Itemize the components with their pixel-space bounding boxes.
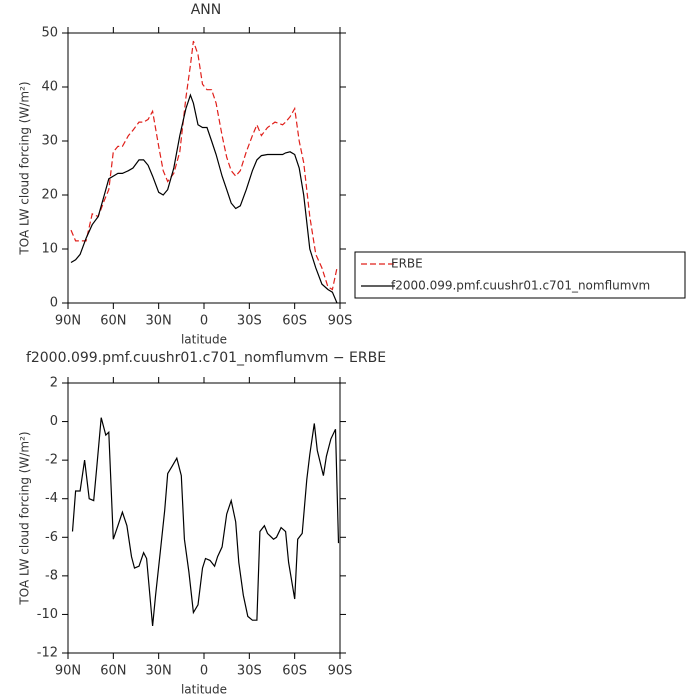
y-tick-label: -8 (45, 568, 58, 583)
x-tick-label: 30N (146, 314, 172, 329)
y-tick-label: -2 (45, 453, 58, 468)
y-tick-label: -12 (37, 646, 58, 661)
x-tick-label: 60S (282, 664, 307, 679)
panel: ANN latitude TOA LW cloud forcing (W/m²) 0 1… (18, 2, 686, 347)
y-tick-label: 20 (41, 188, 58, 203)
x-tick-label: 60N (100, 664, 126, 679)
y-tick-label: 2 (50, 376, 58, 391)
legend-label: ERBE (391, 257, 423, 271)
x-tick-label: 90S (328, 314, 353, 329)
y-tick-label: 40 (41, 80, 58, 95)
y-tick-label: 10 (41, 242, 58, 257)
panel: f2000.099.pmf.cuushr01.c701_nomflumvm − … (18, 350, 387, 697)
y-tick-label: 50 (41, 26, 58, 41)
y-axis-label: TOA LW cloud forcing (W/m²) (18, 431, 32, 605)
y-tick-label: 30 (41, 134, 58, 149)
x-tick-label: 30S (237, 664, 262, 679)
x-tick-label: 30S (237, 314, 262, 329)
chart-title: f2000.099.pmf.cuushr01.c701_nomflumvm − … (26, 350, 386, 366)
x-tick-label: 0 (200, 314, 208, 329)
x-tick-label: 30N (146, 664, 172, 679)
plot-frame (67, 32, 341, 304)
y-axis-label: TOA LW cloud forcing (W/m²) (18, 81, 32, 255)
x-tick-label: 60N (100, 314, 126, 329)
legend-box (354, 251, 686, 299)
y-tick-label: -10 (37, 607, 58, 622)
line-series (70, 93, 338, 304)
y-tick-label: 0 (50, 296, 58, 311)
legend-label: f2000.099.pmf.cuushr01.c701_nomflumvm (391, 279, 650, 293)
x-tick-label: 60S (282, 314, 307, 329)
x-tick-label: 90N (55, 664, 81, 679)
x-tick-label: 0 (200, 664, 208, 679)
y-tick-label: 0 (50, 414, 58, 429)
x-tick-label: 90N (55, 314, 81, 329)
x-axis-label: latitude (181, 333, 227, 347)
line-series (71, 417, 340, 627)
line-series (70, 40, 338, 291)
y-tick-label: -4 (45, 491, 58, 506)
y-tick-label: -6 (45, 530, 58, 545)
x-axis-label: latitude (181, 683, 227, 697)
x-tick-label: 90S (328, 664, 353, 679)
plot-frame (67, 382, 341, 654)
chart-title: ANN (191, 2, 222, 18)
